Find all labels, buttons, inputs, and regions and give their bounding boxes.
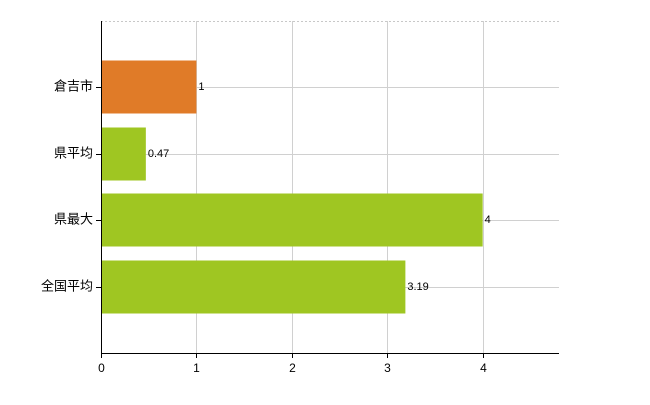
data-label: 3.19 [407, 281, 428, 293]
y-tick-label: 全国平均 [41, 278, 93, 293]
y-tick-label: 県最大 [54, 211, 93, 226]
bar [101, 127, 146, 181]
x-tick-label: 4 [480, 361, 487, 375]
y-tick-label: 倉吉市 [54, 78, 93, 93]
data-label: 4 [485, 214, 491, 226]
y-tick-label: 県平均 [54, 145, 93, 160]
bar [101, 260, 406, 314]
x-tick-label: 2 [289, 361, 296, 375]
x-tick-label: 3 [384, 361, 391, 375]
x-tick-label: 0 [98, 361, 105, 375]
bar [101, 60, 197, 114]
data-label: 0.47 [148, 148, 169, 160]
bar [101, 193, 483, 247]
data-label: 1 [198, 81, 204, 93]
x-tick-label: 1 [193, 361, 200, 375]
